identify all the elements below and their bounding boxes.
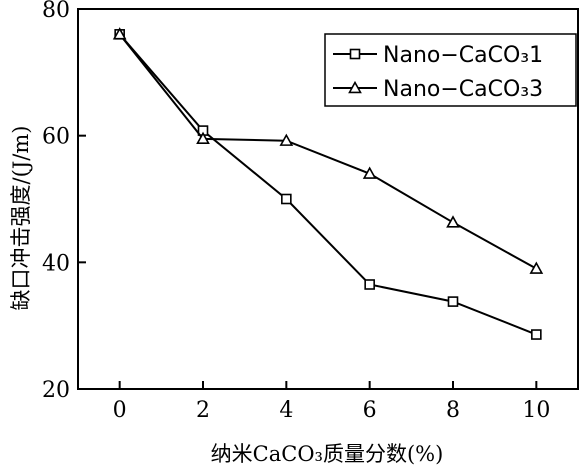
legend: Nano−CaCO₃1 Nano−CaCO₃3 — [324, 33, 577, 107]
x-tick-label-0: 0 — [113, 398, 127, 423]
x-tick-label-4: 4 — [279, 398, 293, 423]
series-1-point-2 — [281, 193, 292, 205]
series-2 — [112, 27, 544, 274]
axes: 0 2 4 6 8 10 20 40 60 80 — [42, 0, 579, 423]
legend-label-2: Nano−CaCO₃3 — [383, 77, 543, 102]
legend-marker-1 — [349, 48, 361, 60]
series-1-point-5 — [531, 329, 542, 340]
x-tick-label-8: 8 — [446, 398, 460, 423]
series-2-line — [118, 33, 537, 270]
series-layer — [112, 27, 544, 340]
series-2-point-3 — [362, 166, 377, 179]
series-1-point-4 — [447, 296, 459, 307]
x-tick-label-2: 2 — [196, 398, 210, 423]
series-2-point-0 — [112, 27, 127, 40]
legend-label-1: Nano−CaCO₃1 — [383, 43, 543, 68]
y-tick-label-60: 60 — [42, 125, 70, 150]
y-tick-label-40: 40 — [42, 251, 70, 276]
y-tick-label-20: 20 — [42, 378, 70, 403]
series-1-point-3 — [364, 279, 375, 290]
y-tick-label-80: 80 — [42, 0, 70, 23]
series-2-point-5 — [529, 261, 544, 274]
series-2-point-1 — [196, 131, 210, 145]
series-1-line — [118, 33, 537, 336]
x-tick-label-6: 6 — [363, 398, 377, 423]
y-axis-label: 缺口冲击强度/(J/m) — [9, 126, 33, 311]
plot-frame — [77, 8, 579, 390]
series-2-point-4 — [446, 215, 460, 228]
x-axis-label: 纳米CaCO₃质量分数(%) — [211, 442, 444, 466]
legend-marker-2 — [348, 80, 362, 94]
x-tick-label-10: 10 — [522, 398, 550, 423]
legend-box — [324, 33, 577, 107]
series-2-point-2 — [279, 133, 294, 146]
